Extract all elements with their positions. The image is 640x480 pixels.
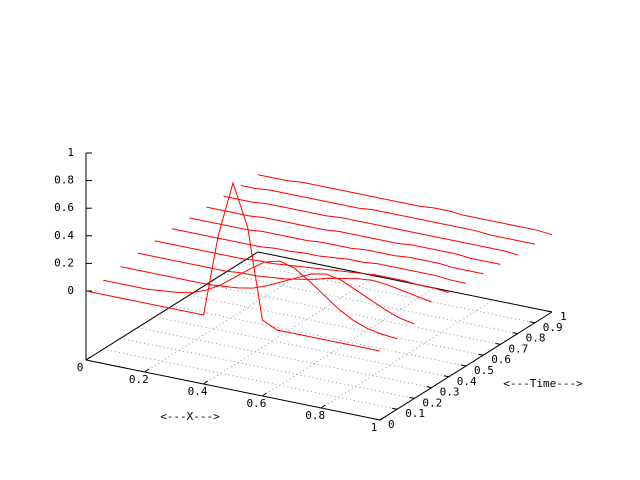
tick-mark — [495, 342, 501, 345]
x-axis-label: <---X---> — [160, 410, 220, 423]
z-tick-label: 0.2 — [54, 256, 74, 269]
curve — [137, 252, 432, 303]
curve — [189, 217, 484, 275]
curve — [85, 181, 381, 352]
grid-line — [137, 327, 432, 389]
tick-mark — [478, 353, 484, 356]
tick-mark — [392, 407, 398, 410]
tick-mark — [409, 396, 415, 399]
tick-mark — [262, 392, 267, 397]
tick-mark — [320, 404, 326, 409]
tick-mark — [512, 332, 518, 335]
tick-mark — [529, 321, 535, 324]
tick-mark — [203, 380, 208, 385]
time-tick-label: 0.7 — [508, 342, 528, 355]
time-tick-label: 0.8 — [526, 332, 546, 345]
z-tick-label: 0.4 — [54, 229, 74, 242]
axis-line — [257, 251, 553, 313]
x-tick-label: 0.8 — [305, 409, 325, 422]
time-tick-label: 0.3 — [440, 386, 460, 399]
tick-mark — [85, 356, 91, 361]
x-tick-label: 0.6 — [246, 397, 266, 410]
tick-mark — [426, 386, 432, 389]
axis-line — [85, 251, 259, 361]
grid-line — [206, 283, 501, 345]
z-tick-label: 0.8 — [54, 174, 74, 187]
z-tick-label: 0.6 — [54, 201, 74, 214]
curve — [206, 206, 501, 265]
tick-mark — [144, 368, 150, 373]
grid-line — [189, 294, 484, 356]
x-tick-label: 0.4 — [188, 385, 208, 398]
curve — [120, 266, 415, 325]
tick-mark — [374, 418, 381, 421]
time-axis-label: <---Time---> — [503, 377, 583, 390]
curve — [103, 260, 398, 340]
tick-mark — [379, 416, 385, 421]
curve — [171, 228, 467, 284]
grid-line — [223, 273, 518, 335]
grid-line — [171, 305, 467, 367]
curve — [240, 185, 535, 245]
time-tick-label: 0.4 — [457, 375, 477, 388]
time-tick-label: 0.5 — [474, 364, 494, 377]
time-tick-label: 0.9 — [543, 321, 563, 334]
tick-mark — [443, 375, 449, 378]
z-tick-label: 0 — [67, 284, 74, 297]
tick-mark — [546, 310, 553, 313]
grid-line — [154, 316, 449, 378]
curve — [154, 240, 449, 294]
x-tick-label: 0 — [77, 361, 84, 374]
tick-mark — [460, 364, 467, 367]
x-tick-label: 1 — [371, 421, 378, 434]
curve — [257, 174, 553, 236]
z-tick-label: 1 — [67, 146, 74, 159]
axis-line — [85, 359, 381, 421]
time-tick-label: 0.2 — [422, 396, 442, 409]
time-tick-label: 0.6 — [491, 353, 511, 366]
time-tick-label: 1 — [560, 310, 567, 323]
curve — [223, 195, 518, 256]
x-tick-label: 0.2 — [129, 373, 149, 386]
time-tick-label: 0.1 — [405, 407, 425, 420]
grid-line — [120, 337, 415, 399]
time-tick-label: 0 — [388, 418, 395, 431]
grid-line — [240, 262, 535, 324]
